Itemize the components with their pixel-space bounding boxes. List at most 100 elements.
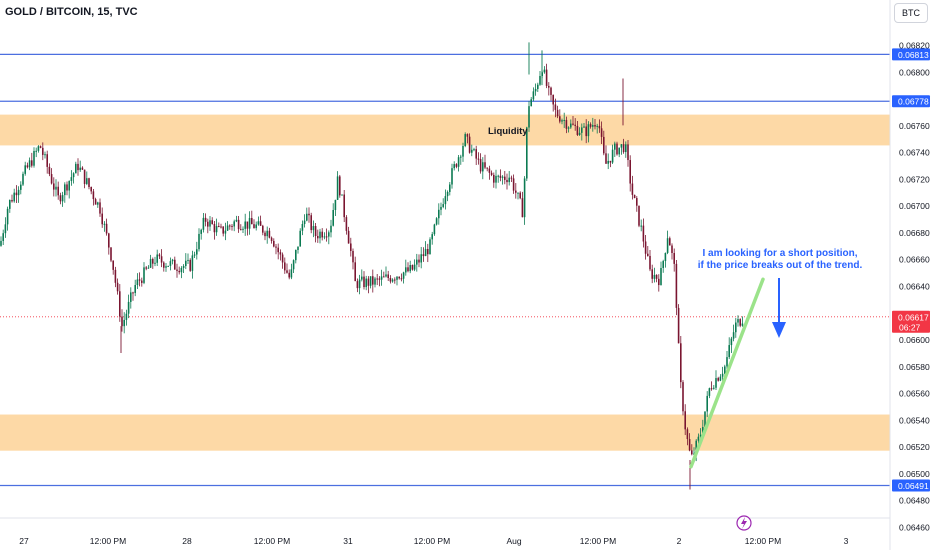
- candle: [198, 228, 200, 252]
- candle-body: [697, 436, 700, 441]
- candle-body: [0, 240, 2, 246]
- candle: [59, 192, 62, 205]
- candle-body: [715, 378, 717, 388]
- candle: [490, 170, 493, 177]
- x-tick-label: 31: [343, 536, 353, 546]
- candle-body: [508, 177, 510, 183]
- candle: [719, 374, 722, 382]
- candle: [112, 260, 114, 275]
- candle: [15, 185, 18, 203]
- candle: [369, 276, 372, 289]
- candle: [242, 226, 244, 234]
- candle: [163, 261, 165, 272]
- candle-body: [284, 262, 286, 271]
- lightning-icon[interactable]: [736, 515, 752, 531]
- candle-body: [446, 191, 449, 197]
- candle: [176, 263, 178, 278]
- candle: [171, 258, 174, 265]
- candle-body: [92, 191, 95, 200]
- candle-body: [735, 322, 737, 333]
- candle: [462, 142, 464, 162]
- candle: [552, 94, 554, 112]
- candle-body: [235, 219, 238, 222]
- candle-body: [365, 278, 367, 288]
- candle: [306, 207, 308, 222]
- candle: [226, 221, 229, 232]
- candle: [627, 140, 629, 167]
- candle-body: [11, 200, 13, 202]
- candle: [622, 138, 625, 154]
- candle-body: [167, 265, 169, 267]
- candle-body: [482, 162, 484, 172]
- candle: [279, 249, 282, 261]
- candle-body: [53, 183, 55, 190]
- candle: [438, 203, 440, 225]
- level-badge: 0.06778: [892, 95, 930, 108]
- candle-body: [59, 195, 62, 202]
- candle: [237, 215, 240, 233]
- candle-body: [277, 247, 279, 253]
- candle: [673, 248, 675, 272]
- candle: [323, 232, 326, 240]
- candle-body: [169, 261, 172, 266]
- candle-body: [290, 269, 293, 278]
- candle-body: [389, 277, 392, 282]
- candle-body: [519, 192, 521, 199]
- candle: [343, 189, 345, 223]
- candle: [611, 144, 614, 165]
- candle-body: [312, 226, 315, 231]
- candle: [730, 336, 733, 353]
- candle-body: [94, 199, 97, 205]
- candle-body: [649, 255, 651, 270]
- candle-body: [116, 282, 119, 292]
- current-price-badge-bg: [892, 310, 930, 333]
- candle-body: [640, 225, 642, 227]
- candle: [603, 130, 605, 156]
- candle: [449, 182, 451, 196]
- candle-body: [145, 267, 147, 269]
- candle: [6, 206, 9, 231]
- candle: [655, 274, 658, 283]
- candle: [424, 241, 427, 257]
- candle: [193, 251, 196, 258]
- candle-body: [691, 450, 693, 455]
- candle-body: [70, 177, 73, 182]
- candle-body: [695, 440, 697, 454]
- candle-body: [453, 164, 455, 169]
- candle: [473, 147, 475, 152]
- candle: [497, 174, 499, 183]
- candle-body: [400, 278, 403, 280]
- candle: [141, 277, 143, 287]
- x-tick-label: Aug: [506, 536, 521, 546]
- candle-body: [669, 238, 671, 246]
- candle-body: [466, 134, 469, 137]
- candle-body: [605, 153, 607, 164]
- y-tick-label: 0.06460: [899, 523, 930, 533]
- trendline[interactable]: [689, 277, 765, 469]
- candle-body: [552, 94, 554, 105]
- candle-body: [598, 125, 601, 129]
- symbol-title[interactable]: GOLD / BITCOIN, 15, TVC: [5, 6, 138, 18]
- candle-body: [343, 194, 345, 218]
- candle: [266, 226, 268, 244]
- candle-body: [303, 220, 306, 225]
- candle: [380, 269, 383, 286]
- candle: [57, 181, 59, 200]
- candle: [537, 82, 539, 92]
- candle: [187, 253, 189, 265]
- candle-body: [136, 279, 139, 285]
- candle-body: [369, 276, 372, 286]
- candle-body: [660, 268, 662, 286]
- candle: [246, 221, 249, 236]
- candle-body: [411, 265, 414, 270]
- candle: [629, 155, 631, 192]
- candle-body: [409, 265, 411, 272]
- currency-button[interactable]: BTC: [894, 3, 928, 23]
- candle: [286, 263, 288, 274]
- candle: [455, 163, 458, 169]
- candle: [46, 150, 48, 174]
- candle-body: [187, 259, 189, 261]
- candle: [127, 294, 130, 319]
- candle-body: [35, 150, 37, 152]
